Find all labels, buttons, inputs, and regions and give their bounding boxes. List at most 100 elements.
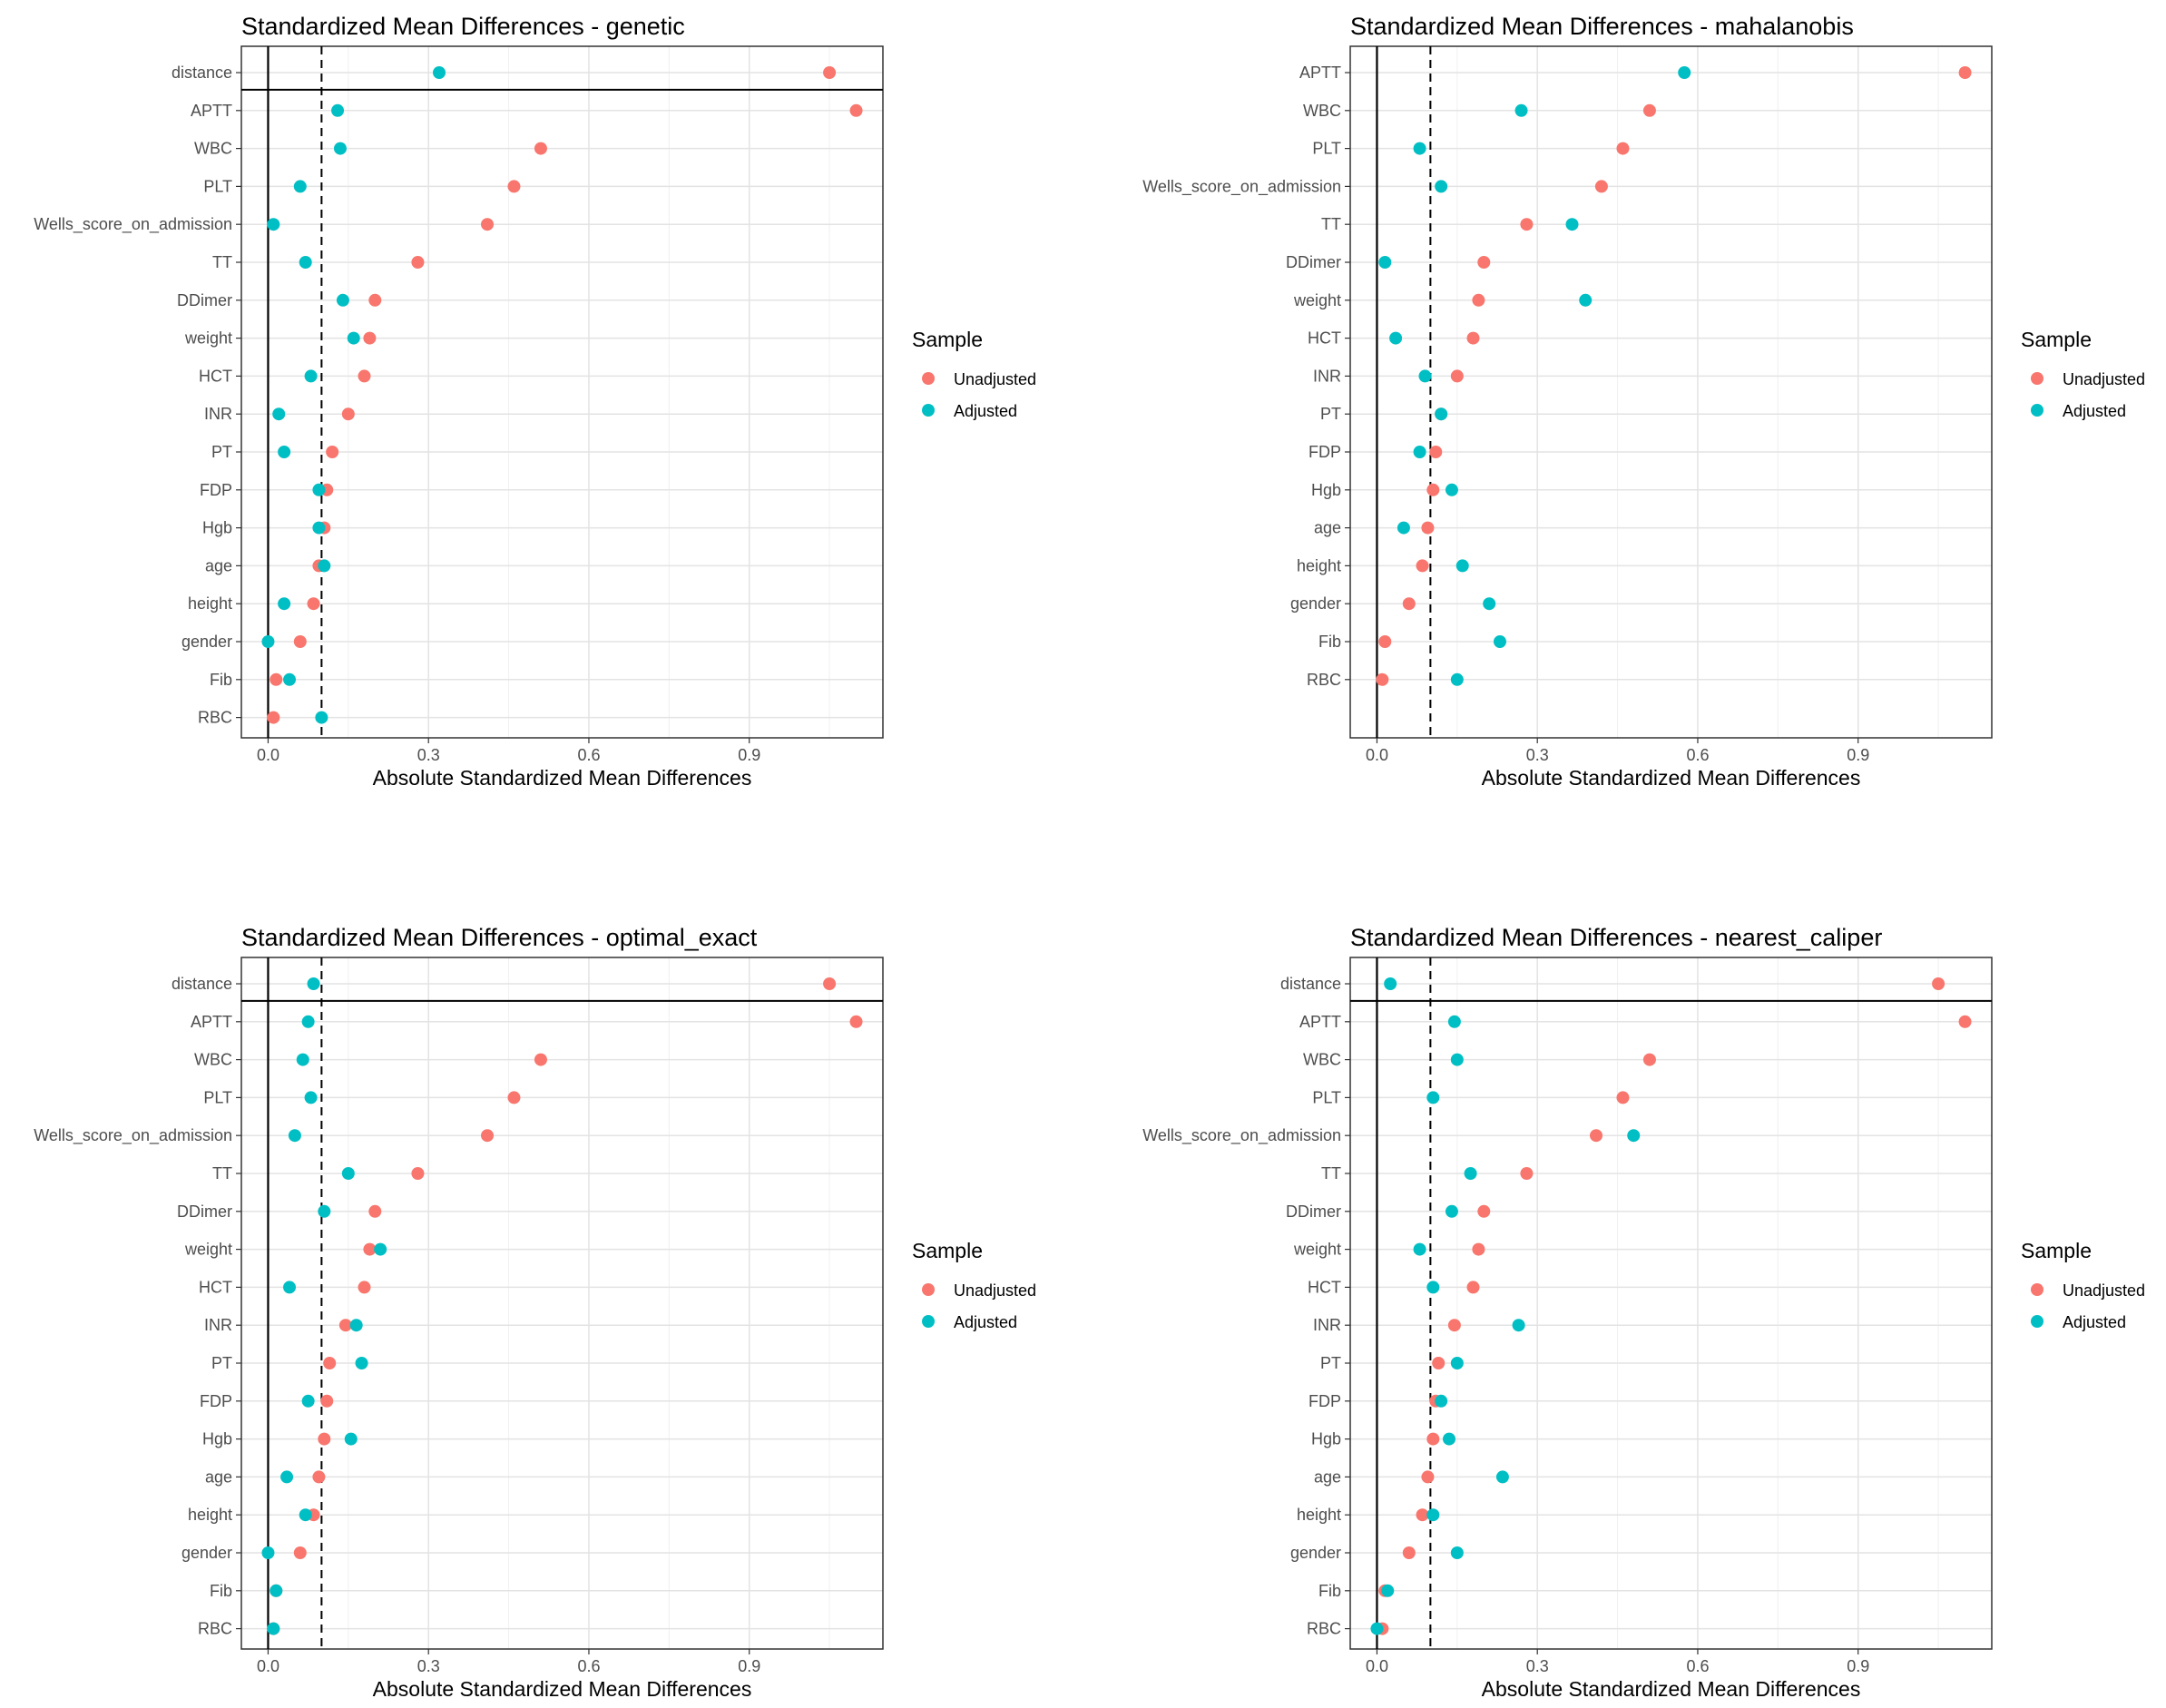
point-unadjusted-wbc — [1642, 103, 1656, 117]
chart-title: Standardized Mean Differences - mahalano… — [1350, 13, 1854, 40]
point-adjusted-rbc — [1450, 672, 1464, 686]
legend-key-adjusted — [2031, 1315, 2043, 1328]
point-unadjusted-gender — [293, 635, 307, 648]
point-unadjusted-ddimer — [1477, 256, 1491, 269]
point-adjusted-wbc — [333, 142, 347, 155]
point-adjusted-ddimer — [318, 1204, 331, 1218]
point-adjusted-height — [1426, 1508, 1440, 1522]
y-tick-label-distance: distance — [172, 975, 232, 993]
point-adjusted-fib — [270, 1584, 283, 1597]
point-adjusted-wbc — [1514, 103, 1528, 117]
y-tick-label-fdp: FDP — [200, 481, 232, 499]
legend: Sample Unadjusted Adjusted — [912, 328, 1036, 420]
point-adjusted-pt — [355, 1357, 368, 1369]
legend: Sample Unadjusted Adjusted — [2021, 328, 2145, 420]
legend-key-unadjusted — [922, 1283, 935, 1296]
legend-title: Sample — [912, 328, 983, 351]
x-tick-label: 0.0 — [257, 746, 279, 764]
point-adjusted-hct — [1426, 1281, 1440, 1294]
y-tick-label-weight: weight — [184, 329, 232, 348]
point-unadjusted-height — [1416, 559, 1429, 573]
point-unadjusted-hct — [1466, 331, 1480, 345]
y-tick-label-weight: weight — [1293, 1241, 1341, 1259]
point-adjusted-inr — [272, 407, 286, 421]
point-unadjusted-distance — [823, 66, 837, 79]
point-adjusted-rbc — [315, 711, 328, 724]
chart-title: Standardized Mean Differences - genetic — [241, 13, 685, 40]
legend-label-adjusted: Adjusted — [954, 1313, 1017, 1331]
point-unadjusted-tt — [411, 1167, 425, 1180]
point-unadjusted-plt — [1616, 1091, 1630, 1104]
y-tick-label-age: age — [1314, 519, 1341, 537]
point-adjusted-fdp — [1413, 446, 1426, 458]
y-tick-label-fib: Fib — [210, 1582, 232, 1600]
y-tick-label-tt: TT — [212, 1164, 232, 1183]
point-unadjusted-hct — [358, 369, 371, 383]
point-adjusted-age — [280, 1470, 294, 1484]
y-tick-label-ddimer: DDimer — [177, 291, 232, 309]
y-tick-label-inr: INR — [204, 1316, 232, 1334]
y-tick-label-inr: INR — [1313, 1316, 1341, 1334]
point-adjusted-tt — [1464, 1167, 1477, 1180]
point-unadjusted-height — [307, 597, 320, 611]
point-unadjusted-wells-score-on-admission — [1594, 180, 1608, 193]
chart-panel-2: Standardized Mean Differences - mahalano… — [1142, 13, 2145, 790]
y-tick-label-hct: HCT — [199, 367, 232, 385]
point-unadjusted-distance — [823, 977, 837, 990]
point-unadjusted-fib — [270, 672, 283, 686]
y-tick-label-fib: Fib — [210, 671, 232, 689]
x-tick-label: 0.9 — [738, 1657, 760, 1675]
point-adjusted-aptt — [1447, 1015, 1461, 1028]
point-unadjusted-plt — [507, 180, 521, 193]
point-unadjusted-age — [1421, 521, 1435, 535]
point-unadjusted-hgb — [318, 1432, 331, 1446]
point-adjusted-plt — [304, 1091, 318, 1104]
point-unadjusted-age — [312, 1470, 326, 1484]
y-tick-label-pt: PT — [1320, 1354, 1341, 1372]
y-tick-label-plt: PLT — [1312, 140, 1341, 158]
point-unadjusted-weight — [363, 331, 377, 345]
y-tick-label-hgb: Hgb — [1311, 481, 1341, 499]
y-tick-label-wbc: WBC — [1303, 1051, 1341, 1069]
chart-title: Standardized Mean Differences - nearest_… — [1350, 924, 1882, 951]
chart-panel-4: Standardized Mean Differences - nearest_… — [1142, 924, 2145, 1701]
y-tick-label-weight: weight — [1293, 291, 1341, 309]
y-tick-label-tt: TT — [1321, 215, 1341, 233]
y-tick-label-wbc: WBC — [194, 1051, 232, 1069]
point-unadjusted-ddimer — [368, 1204, 382, 1218]
y-tick-label-wells-score-on-admission: Wells_score_on_admission — [1142, 177, 1341, 196]
point-unadjusted-wbc — [534, 142, 547, 155]
point-adjusted-wbc — [296, 1053, 309, 1066]
point-adjusted-inr — [1512, 1319, 1525, 1332]
point-adjusted-weight — [374, 1242, 387, 1256]
x-tick-label: 0.9 — [1847, 1657, 1869, 1675]
point-unadjusted-age — [1421, 1470, 1435, 1484]
point-adjusted-rbc — [267, 1622, 280, 1635]
point-unadjusted-plt — [507, 1091, 521, 1104]
x-tick-label: 0.0 — [257, 1657, 279, 1675]
panel-border — [1349, 957, 1993, 1650]
point-adjusted-wells-score-on-admission — [288, 1129, 301, 1143]
legend-label-adjusted: Adjusted — [954, 402, 1017, 420]
x-tick-label: 0.9 — [1847, 746, 1869, 764]
y-tick-label-gender: gender — [181, 633, 232, 651]
point-adjusted-distance — [1384, 977, 1397, 990]
point-adjusted-gender — [1450, 1546, 1464, 1559]
legend-label-unadjusted: Unadjusted — [2063, 1281, 2145, 1300]
point-unadjusted-aptt — [1958, 66, 1972, 79]
point-unadjusted-wells-score-on-admission — [481, 218, 495, 231]
x-axis-label: Absolute Standardized Mean Differences — [1482, 766, 1861, 790]
point-adjusted-plt — [293, 180, 307, 193]
y-tick-label-tt: TT — [1321, 1164, 1341, 1183]
point-unadjusted-height — [1416, 1508, 1429, 1522]
point-adjusted-plt — [1413, 142, 1426, 155]
point-unadjusted-ddimer — [1477, 1204, 1491, 1218]
point-adjusted-distance — [307, 977, 320, 990]
point-adjusted-pt — [1450, 1357, 1464, 1369]
y-tick-label-hct: HCT — [1308, 329, 1341, 348]
point-adjusted-height — [299, 1508, 312, 1522]
legend-title: Sample — [2021, 328, 2092, 351]
point-unadjusted-wbc — [1642, 1053, 1656, 1066]
x-tick-label: 0.6 — [577, 1657, 600, 1675]
